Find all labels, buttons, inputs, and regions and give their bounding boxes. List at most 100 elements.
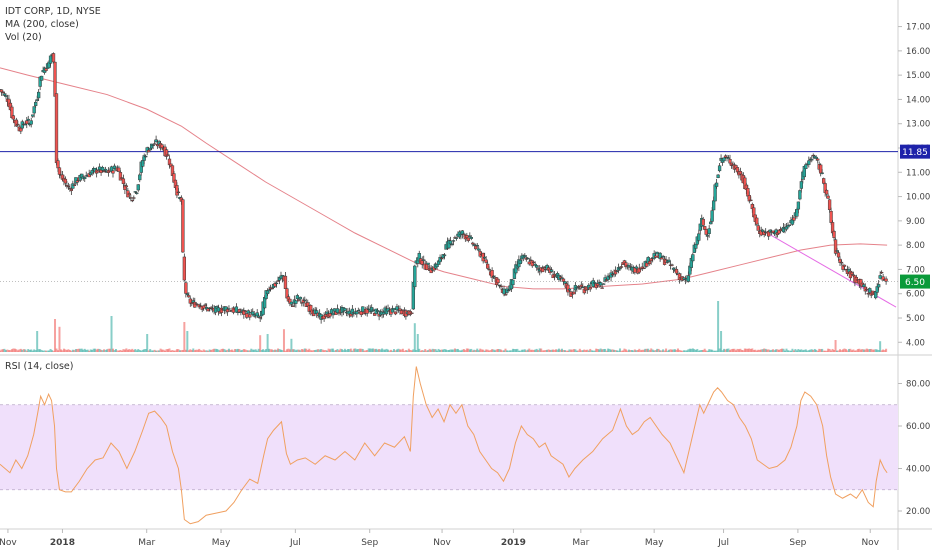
candle-body — [294, 300, 298, 304]
volume-bar — [275, 349, 278, 352]
volume-bar — [436, 350, 439, 352]
candle-body — [251, 311, 255, 315]
candle-body — [792, 217, 796, 221]
candle-body — [298, 296, 302, 300]
candle-body — [355, 311, 359, 315]
volume-bar — [431, 348, 434, 352]
volume-bar — [97, 348, 100, 352]
vol-legend[interactable]: Vol (20) — [5, 32, 42, 43]
volume-bar — [824, 350, 827, 352]
candle-body — [674, 268, 679, 274]
volume-bar — [659, 350, 662, 352]
candle-body — [579, 284, 583, 287]
volume-bar — [525, 350, 528, 352]
rsi-legend-label[interactable]: RSI (14, close) — [5, 361, 74, 372]
volume-bar — [776, 349, 779, 352]
candle-body — [714, 182, 719, 187]
volume-bar — [214, 348, 217, 352]
volume-bar — [326, 350, 329, 352]
volume-bar — [100, 349, 103, 352]
candle-body — [375, 310, 380, 312]
volume-bar — [760, 349, 763, 352]
volume-bar — [85, 349, 88, 352]
volume-bar — [355, 349, 358, 352]
volume-bar — [367, 348, 370, 352]
volume-bar — [251, 349, 254, 352]
volume-bar — [235, 349, 238, 352]
volume-bar — [618, 348, 621, 352]
volume-bar — [836, 350, 839, 352]
volume-bar — [452, 349, 455, 352]
candle-body — [667, 259, 671, 263]
price-tick-label: 4.00 — [906, 338, 925, 348]
symbol-legend[interactable]: IDT CORP, 1D, NYSE — [5, 6, 101, 17]
volume-bar — [202, 349, 205, 352]
volume-bar — [360, 348, 363, 352]
volume-bar — [537, 350, 540, 352]
candle-body — [243, 310, 247, 312]
volume-bar — [456, 348, 459, 352]
volume-bar — [624, 349, 627, 352]
candle-body — [670, 264, 674, 266]
volume-bar — [488, 350, 491, 352]
volume-bar — [227, 348, 230, 352]
candle-body — [865, 288, 869, 291]
volume-bar — [248, 350, 251, 352]
volume-bar — [321, 349, 324, 352]
volume-bar — [107, 348, 110, 352]
volume-bar — [495, 349, 498, 352]
volume-bar — [79, 348, 82, 352]
volume-bars — [0, 301, 888, 352]
volume-bar — [134, 349, 137, 352]
volume-bar — [654, 350, 657, 352]
volume-bar — [39, 349, 42, 352]
volume-bar — [140, 350, 143, 352]
candle-body — [787, 224, 792, 226]
volume-bar — [433, 349, 436, 352]
candle-body — [572, 291, 576, 295]
volume-bar — [187, 350, 190, 352]
volume-bar — [392, 349, 395, 352]
volume-bar — [229, 349, 232, 352]
volume-bar — [663, 350, 666, 352]
ma-legend[interactable]: MA (200, close) — [5, 19, 79, 30]
volume-bar — [437, 348, 440, 352]
price-tick-label: 5.00 — [906, 314, 925, 324]
candle-body — [425, 263, 429, 270]
volume-bar — [351, 350, 354, 352]
volume-bar — [395, 349, 398, 352]
volume-bar — [604, 348, 607, 352]
candle-body — [795, 209, 799, 217]
volume-bar — [333, 350, 336, 352]
time-tick-label: 2019 — [501, 538, 526, 548]
candle-body — [130, 199, 134, 202]
volume-bar — [68, 350, 71, 352]
candle-body — [820, 172, 824, 174]
candle-body — [127, 193, 131, 196]
candle-body — [227, 308, 231, 310]
candle-body — [190, 302, 194, 304]
volume-bar — [584, 350, 587, 352]
volume-bar — [608, 348, 611, 352]
volume-bar — [510, 350, 513, 352]
volume-bar — [311, 350, 314, 352]
volume-bar — [175, 349, 178, 352]
volume-bar — [562, 350, 565, 352]
candle-body — [836, 252, 841, 258]
candle-body — [469, 237, 473, 239]
volume-bar — [379, 349, 382, 352]
volume-bar — [742, 350, 745, 352]
volume-bar — [476, 348, 479, 352]
candle-body — [472, 244, 476, 246]
volume-bar — [623, 348, 626, 352]
volume-bar — [305, 348, 308, 352]
candle-body — [66, 185, 71, 188]
candle-body — [182, 256, 187, 281]
volume-bar — [70, 350, 73, 352]
volume-bar — [122, 349, 125, 352]
volume-bar — [853, 350, 856, 352]
candle-body — [728, 159, 732, 164]
volume-bar — [198, 348, 201, 352]
